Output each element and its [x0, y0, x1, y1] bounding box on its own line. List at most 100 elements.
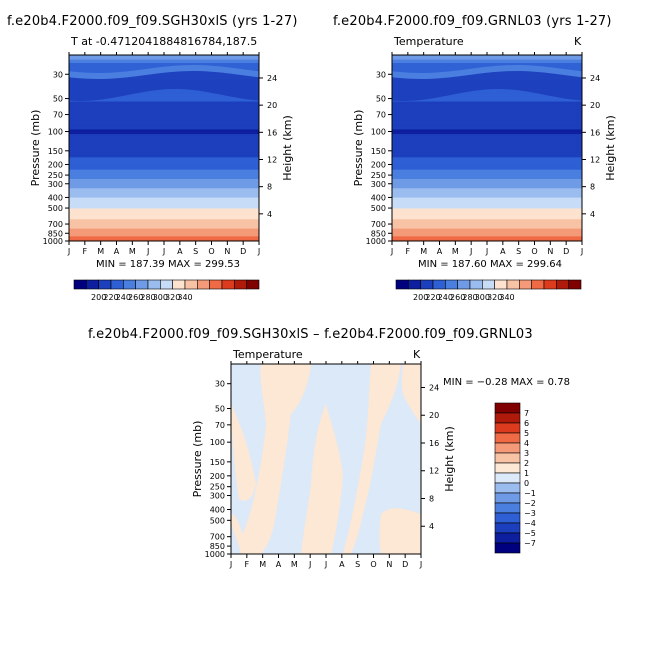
field-band [392, 149, 582, 152]
field-band [69, 110, 259, 113]
left-colorbar-swatch [184, 279, 198, 290]
field-band [392, 109, 582, 112]
diff-y2-tick-label: 20 [429, 411, 439, 420]
right-axes: J F M A M J J A S O N D J305070100150200250300400500… [352, 52, 617, 256]
right-colorbar-swatch [482, 279, 495, 290]
field-band [69, 213, 259, 216]
field-band [69, 92, 259, 95]
field-band [392, 158, 582, 161]
field-band [392, 120, 582, 123]
left-y2-tick-label: 8 [267, 183, 272, 192]
field-band [69, 171, 259, 174]
diff-x-tick-label: D [402, 560, 408, 569]
field-band [69, 99, 259, 102]
field-band [392, 107, 582, 110]
field-band [392, 61, 582, 64]
field-band [392, 151, 582, 154]
field-band [69, 103, 259, 106]
left-colorbar-swatch [98, 279, 112, 290]
left-colorbar-swatch [221, 279, 235, 290]
field-band [69, 197, 259, 200]
diff-colorbar-swatch [494, 482, 521, 494]
diff-colorbar-swatch [494, 452, 521, 464]
diff-colorbar-label: −7 [524, 539, 536, 548]
field-band [392, 93, 582, 96]
left-y-tick-label: 30 [53, 70, 63, 79]
field-band [69, 206, 259, 209]
right-colorbar-swatch [519, 279, 532, 290]
field-band [392, 186, 582, 189]
field-band [69, 179, 259, 182]
field-band [392, 141, 582, 144]
right-minmax: MIN = 187.60 MAX = 299.64 [418, 259, 563, 270]
left-y2-tick-label: 12 [267, 155, 277, 164]
diff-x-tick-label: M [259, 560, 266, 569]
right-colorbar-label: 340 [499, 293, 514, 302]
diff-colorbar-swatch [494, 502, 521, 514]
field-band [69, 236, 259, 239]
field-band [69, 151, 259, 154]
field-band [69, 166, 259, 169]
diff-x-tick-label: J [308, 560, 311, 569]
field-band [69, 123, 259, 126]
diff-y-tick-label: 200 [210, 472, 225, 481]
field-band [69, 56, 259, 59]
diff-y-tick-label: 150 [210, 458, 225, 467]
positive-region [401, 364, 421, 424]
left-x-tick-label: F [83, 247, 88, 256]
field-band [392, 161, 582, 164]
field-band [69, 163, 259, 166]
right-colorbar-swatch [506, 279, 520, 290]
field-band [392, 179, 582, 182]
diff-y-axis-label: Pressure (mb) [191, 421, 204, 498]
field-band [392, 213, 582, 216]
right-y-tick-label: 70 [376, 111, 386, 120]
mid-contour [69, 71, 259, 101]
field-band [69, 208, 259, 211]
field-band [69, 148, 259, 151]
field-band [69, 222, 259, 225]
left-y-tick-label: 700 [48, 220, 63, 229]
left-y-tick-label: 400 [48, 193, 63, 202]
diff-y-tick-label: 100 [210, 438, 225, 447]
field-band [69, 174, 259, 177]
right-colorbar-swatch [445, 279, 458, 290]
field-band [392, 197, 582, 200]
right-y2-tick-label: 16 [590, 128, 600, 137]
left-axes: J F M A M J J A S O N D J305070100150200250300400500… [29, 52, 294, 256]
right-colorbar-label: 220 [425, 293, 440, 302]
diff-y-tick-label: 1000 [205, 550, 225, 559]
field-band [69, 143, 259, 146]
field-band [69, 199, 259, 202]
right-y-tick-label: 150 [371, 147, 386, 156]
field-band [69, 183, 259, 186]
field-band [69, 231, 259, 234]
left-colorbar-swatch [147, 279, 161, 290]
left-y-tick-label: 250 [48, 171, 63, 180]
right-y-tick-label: 850 [371, 229, 386, 238]
left-y-tick-label: 50 [53, 95, 63, 104]
field-band [69, 220, 259, 223]
diff-colorbar-swatch [494, 532, 521, 544]
field-band [69, 120, 259, 123]
diff-colorbar-label: 4 [524, 439, 529, 448]
field-band [392, 110, 582, 113]
right-x-tick-label: M [420, 247, 427, 256]
field-band [392, 113, 582, 116]
right-colorbar-label: 280 [462, 293, 477, 302]
field-band [392, 137, 582, 140]
field-band [69, 154, 259, 157]
left-y2-tick-label: 16 [267, 128, 277, 137]
diff-y-tick-label: 500 [210, 516, 225, 525]
diff-panel-label: Temperature [233, 348, 303, 361]
left-x-tick-label: J [162, 247, 165, 256]
field-band [69, 168, 259, 171]
left-y-tick-label: 850 [48, 229, 63, 238]
right-y2-axis-label: Height (km) [604, 115, 617, 181]
left-y-tick-label: 300 [48, 180, 63, 189]
field-band [392, 132, 582, 135]
field-band [392, 152, 582, 155]
left-y-tick-label: 200 [48, 160, 63, 169]
diff-colorbar-swatch [494, 442, 521, 454]
